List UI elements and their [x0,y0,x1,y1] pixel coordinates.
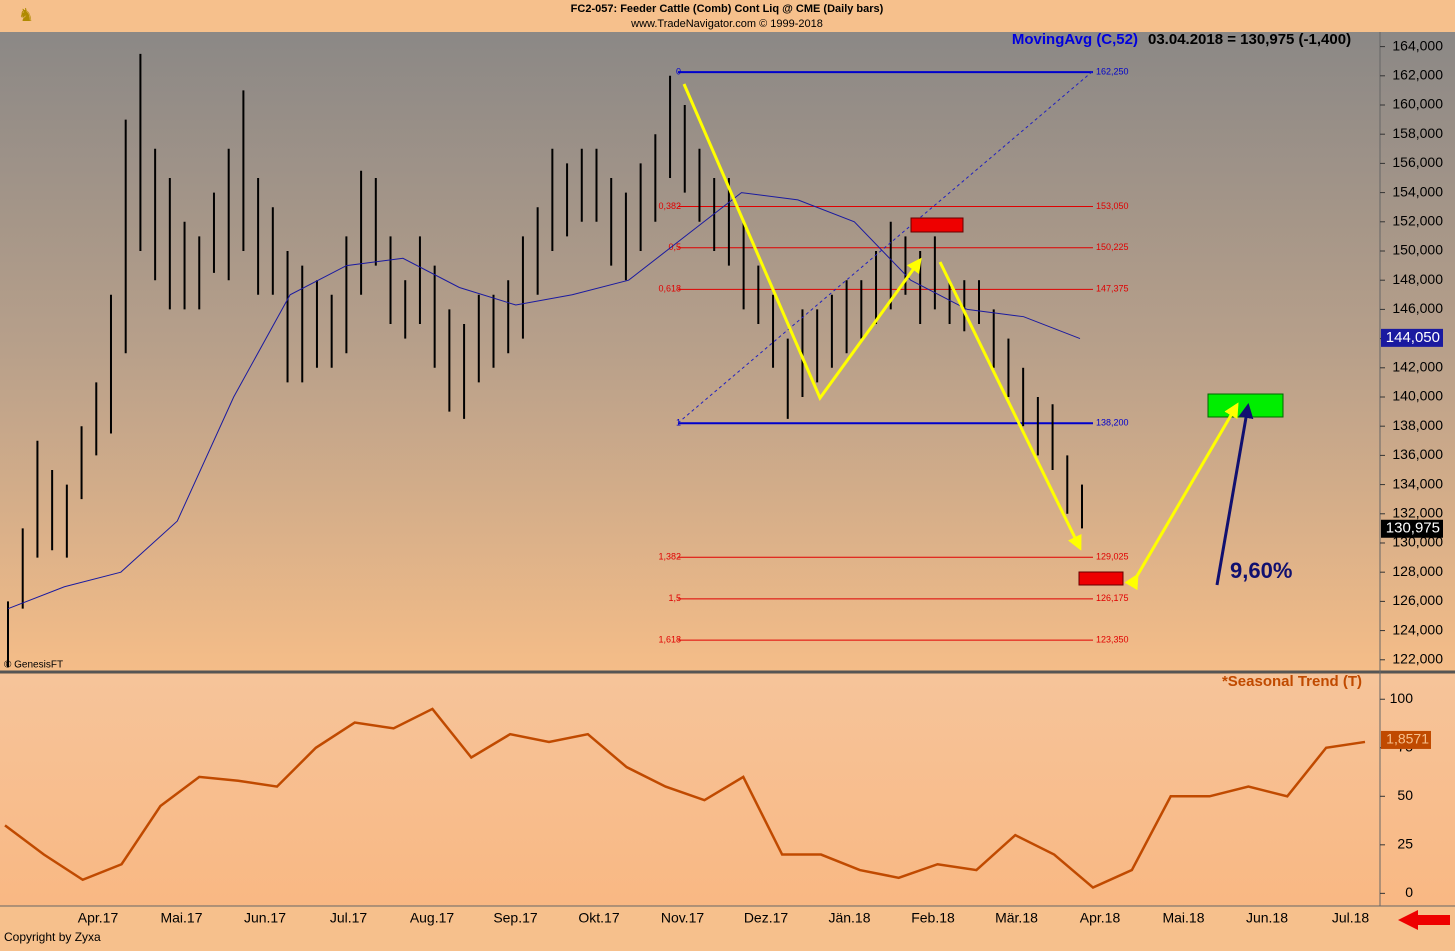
target-box [910,217,964,233]
fib-value-label: 153,050 [1096,201,1129,211]
y-tick-label: 132,000 [1392,504,1443,520]
x-tick-label: Apr.18 [1080,910,1121,926]
fib-label: 0,382 [658,201,681,211]
arrow [1215,403,1254,586]
target-box [1078,571,1124,586]
seasonal-line [4,707,1366,889]
fib-label: 1,5 [668,593,681,603]
y-tick-label: 50 [1397,787,1413,803]
x-tick-label: Okt.17 [578,910,619,926]
y-tick-label: 100 [1390,690,1414,706]
x-tick-label: Mai.17 [160,910,202,926]
y-tick-label: 25 [1397,836,1413,852]
y-tick-label: 162,000 [1392,67,1443,83]
y-tick-label: 158,000 [1392,125,1443,141]
chart-title: FC2-057: Feeder Cattle (Comb) Cont Liq @… [571,3,884,15]
readout: 1,8571 [1386,731,1429,747]
seasonal-panel [0,674,1455,906]
annotation: 9,60% [1230,558,1292,583]
x-tick-label: Jul.18 [1332,910,1370,926]
x-tick-label: Sep.17 [493,910,538,926]
y-tick-label: 134,000 [1392,475,1443,491]
fib-value-label: 150,225 [1096,242,1129,252]
legend-entry: MovingAvg (C,52) [1012,31,1138,48]
fib-label: 0,618 [658,284,681,294]
price-marker-label: 130,975 [1386,520,1440,537]
y-tick-label: 122,000 [1392,650,1443,666]
readout: 03.04.2018 = 130,975 (-1,400) [1148,31,1351,48]
y-tick-label: 140,000 [1392,388,1443,404]
x-tick-label: Aug.17 [410,910,455,926]
y-tick-label: 148,000 [1392,271,1443,287]
x-tick-label: Mai.18 [1162,910,1204,926]
fib-value-label: 162,250 [1096,67,1129,77]
price-marker [1381,519,1443,538]
x-tick-label: Dez.17 [744,910,789,926]
price-marker [1381,328,1443,347]
arrow [682,83,922,402]
y-tick-label: 136,000 [1392,446,1443,462]
source: © GenesisFT [4,660,63,671]
fib-value-label: 138,200 [1096,418,1129,428]
x-tick-label: Jän.18 [828,910,870,926]
y-tick-label: 154,000 [1392,183,1443,199]
trend-line [677,70,1094,424]
fib-value-label: 147,375 [1096,284,1129,294]
fib-value-label: 123,350 [1096,634,1129,644]
fib-label: 0,5 [668,242,681,252]
y-tick-label: 142,000 [1392,358,1443,374]
x-tick-label: Apr.17 [78,910,119,926]
chart-subtitle: www.TradeNavigator.com © 1999-2018 [630,18,823,30]
x-tick-label: Nov.17 [661,910,705,926]
moving-average [7,192,1081,610]
x-tick-label: Mär.18 [995,910,1038,926]
y-tick-label: 146,000 [1392,300,1443,316]
y-tick-label: 152,000 [1392,212,1443,228]
arrow [938,261,1082,551]
y-tick-label: 124,000 [1392,621,1443,637]
price-marker-label: 144,050 [1386,329,1440,346]
y-tick-label: 0 [1405,884,1413,900]
legend-entry: *Seasonal Trend (T) [1222,673,1362,690]
overlay [677,70,1450,930]
y-tick-label: 164,000 [1392,37,1443,53]
y-tick-label: 126,000 [1392,592,1443,608]
fib-value-label: 126,175 [1096,593,1129,603]
y-tick-label: 150,000 [1392,242,1443,258]
fib-value-label: 129,025 [1096,552,1129,562]
x-tick-label: Jun.18 [1246,910,1288,926]
y-tick-label: 156,000 [1392,154,1443,170]
arrow [1124,402,1239,591]
y-tick-label: 138,000 [1392,417,1443,433]
fib-label: 1,382 [658,552,681,562]
x-tick-label: Jun.17 [244,910,286,926]
nav-arrow [1398,910,1450,930]
y-tick-label: 128,000 [1392,563,1443,579]
copyright: Copyright by Zyxa [4,930,101,944]
fib-label: 1,618 [658,634,681,644]
fib-label: 0 [676,67,681,77]
logo: ♞ [18,5,34,25]
readout-box [1381,730,1431,749]
y-tick-label: 160,000 [1392,96,1443,112]
x-tick-label: Jul.17 [330,910,368,926]
x-tick-label: Feb.18 [911,910,955,926]
